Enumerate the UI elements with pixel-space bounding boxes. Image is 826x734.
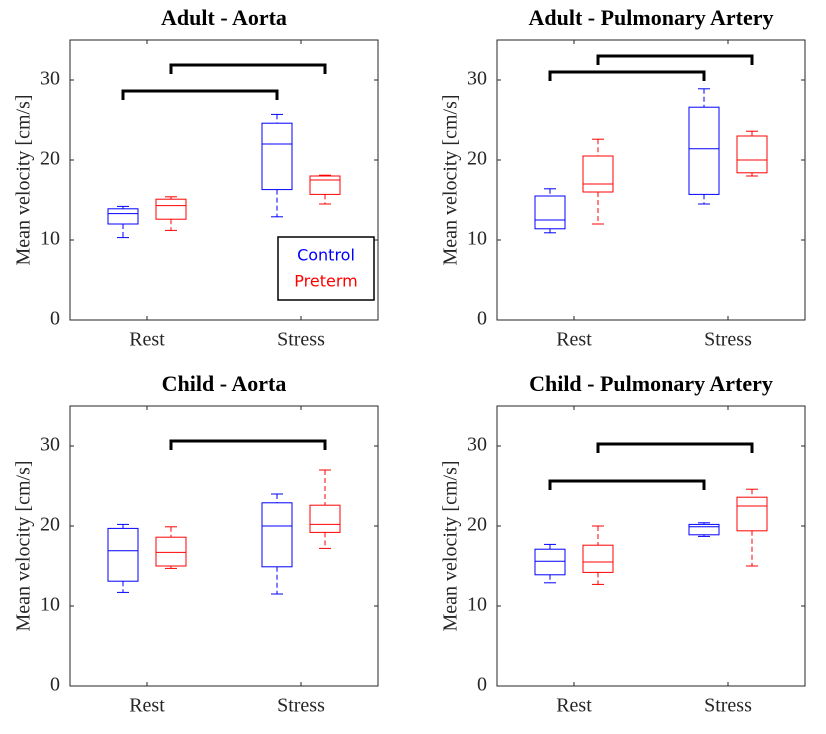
y-tick-label: 0 (50, 308, 60, 330)
y-axis-label: Mean velocity [cm/s] (13, 460, 35, 631)
box (688, 106, 720, 195)
x-tick-label: Rest (129, 329, 165, 351)
y-axis-label: Mean velocity [cm/s] (13, 94, 35, 265)
y-tick-label: 0 (477, 308, 487, 330)
y-tick-label: 30 (40, 434, 60, 456)
y-tick-label: 20 (40, 148, 60, 170)
y-tick-label: 10 (40, 228, 60, 250)
box (261, 122, 293, 191)
box (309, 504, 341, 533)
axes-frame (496, 39, 806, 321)
box (155, 198, 187, 220)
x-tick-label: Stress (277, 329, 325, 351)
y-tick-label: 30 (467, 68, 487, 90)
box (582, 155, 614, 193)
axes-frame (496, 405, 806, 687)
significance-bracket (121, 89, 279, 100)
y-tick-label: 20 (467, 148, 487, 170)
box (107, 527, 139, 582)
box (534, 195, 566, 230)
axes-frame (69, 405, 379, 687)
legend-box (277, 236, 375, 301)
box (155, 536, 187, 567)
chart-title: Adult - Aorta (161, 5, 287, 30)
box (736, 135, 768, 174)
significance-bracket (548, 70, 706, 81)
significance-bracket (596, 54, 754, 65)
chart-title: Child - Aorta (162, 371, 287, 396)
box (582, 544, 614, 573)
x-tick-label: Rest (556, 695, 592, 717)
chart-title: Child - Pulmonary Artery (529, 371, 773, 396)
significance-bracket (169, 439, 327, 450)
y-tick-label: 20 (40, 514, 60, 536)
significance-bracket (596, 442, 754, 453)
significance-bracket (169, 63, 327, 74)
y-tick-label: 30 (40, 68, 60, 90)
y-tick-label: 0 (477, 674, 487, 696)
y-tick-label: 20 (467, 514, 487, 536)
x-tick-label: Rest (556, 329, 592, 351)
legend-label: Control (297, 246, 355, 265)
y-axis-label: Mean velocity [cm/s] (440, 94, 462, 265)
y-tick-label: 30 (467, 434, 487, 456)
y-axis-label: Mean velocity [cm/s] (440, 460, 462, 631)
legend-label: Preterm (294, 272, 357, 291)
box (688, 523, 720, 536)
y-tick-label: 10 (467, 228, 487, 250)
significance-bracket (548, 479, 706, 490)
box (261, 502, 293, 568)
chart-title: Adult - Pulmonary Artery (528, 5, 773, 30)
y-tick-label: 10 (467, 594, 487, 616)
box (736, 496, 768, 532)
box (309, 175, 341, 195)
box (534, 548, 566, 576)
box (107, 208, 139, 225)
y-tick-label: 0 (50, 674, 60, 696)
x-tick-label: Stress (704, 329, 752, 351)
x-tick-label: Rest (129, 695, 165, 717)
x-tick-label: Stress (704, 695, 752, 717)
y-tick-label: 10 (40, 594, 60, 616)
x-tick-label: Stress (277, 695, 325, 717)
